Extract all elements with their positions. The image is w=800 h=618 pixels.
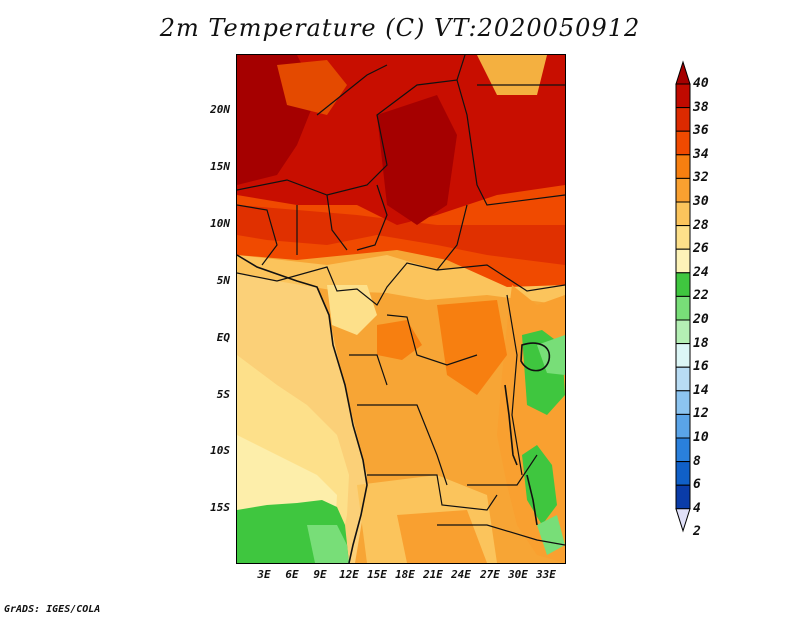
lat-label: 10N	[210, 217, 230, 230]
lat-label: 20N	[210, 103, 230, 116]
colorbar-segment	[675, 272, 691, 297]
colorbar-segment	[675, 390, 691, 415]
lat-label: 5S	[216, 388, 230, 401]
colorbar-segment	[675, 319, 691, 345]
colorbar-segment	[675, 225, 691, 250]
colorbar	[675, 60, 691, 533]
lat-label: 15S	[210, 501, 230, 514]
colorbar-segment	[675, 201, 691, 227]
lon-label: 24E	[451, 568, 471, 581]
colorbar-segment	[675, 484, 691, 510]
temperature-field	[237, 55, 565, 563]
colorbar-segment	[675, 130, 691, 156]
colorbar-arrow-top	[675, 60, 691, 85]
colorbar-tick-label: 4	[693, 500, 701, 516]
lon-label: 18E	[395, 568, 415, 581]
colorbar-segment	[675, 177, 691, 203]
lon-label: 3E	[257, 568, 271, 581]
chart-title: 2m Temperature (C) VT:2020050912	[159, 14, 641, 42]
colorbar-segment	[675, 413, 691, 439]
colorbar-segment	[675, 366, 691, 392]
colorbar-tick-label: 16	[693, 359, 709, 375]
lon-label: 15E	[367, 568, 387, 581]
colorbar-tick-label: 12	[693, 406, 709, 422]
colorbar-tick-label: 30	[693, 194, 709, 209]
colorbar-tick-label: 28	[693, 217, 709, 233]
lat-label: 5N	[216, 274, 230, 287]
lon-label: 9E	[313, 568, 327, 581]
temperature-map	[236, 54, 566, 564]
colorbar-segment	[675, 461, 691, 486]
lon-label: 30E	[508, 568, 528, 581]
colorbar-tick-label: 14	[693, 382, 709, 398]
colorbar-tick-label: 10	[693, 430, 709, 445]
colorbar-tick-label: 32	[693, 170, 709, 186]
colorbar-tick-label: 34	[693, 146, 709, 162]
lon-label: 12E	[339, 568, 359, 581]
colorbar-tick-label: 6	[693, 477, 701, 493]
colorbar-tick-label: 22	[693, 288, 709, 304]
lat-label: 15N	[210, 160, 230, 173]
colorbar-segment	[675, 295, 691, 321]
lat-label: EQ	[216, 331, 230, 344]
colorbar-tick-label: 38	[693, 99, 709, 115]
lat-label: 10S	[210, 444, 230, 457]
colorbar-tick-label: 8	[693, 453, 701, 469]
colorbar-segment	[675, 83, 691, 109]
colorbar-tick-label: 20	[693, 312, 709, 327]
footer-credit: GrADS: IGES/COLA	[4, 604, 101, 615]
lon-label: 33E	[536, 568, 556, 581]
colorbar-tick-label: 26	[693, 241, 709, 257]
colorbar-tick-label: 2	[693, 524, 701, 540]
colorbar-segment	[675, 343, 691, 368]
colorbar-tick-label: 40	[693, 76, 709, 91]
lon-label: 21E	[423, 568, 443, 581]
lon-label: 6E	[285, 568, 299, 581]
colorbar-tick-label: 36	[693, 123, 709, 139]
colorbar-segment	[675, 154, 691, 179]
colorbar-segment	[675, 437, 691, 463]
colorbar-segment	[675, 107, 691, 132]
colorbar-tick-label: 24	[693, 264, 709, 280]
lon-label: 27E	[480, 568, 500, 581]
colorbar-segment	[675, 248, 691, 274]
colorbar-tick-label: 18	[693, 335, 709, 351]
colorbar-arrow-bottom	[675, 508, 691, 533]
